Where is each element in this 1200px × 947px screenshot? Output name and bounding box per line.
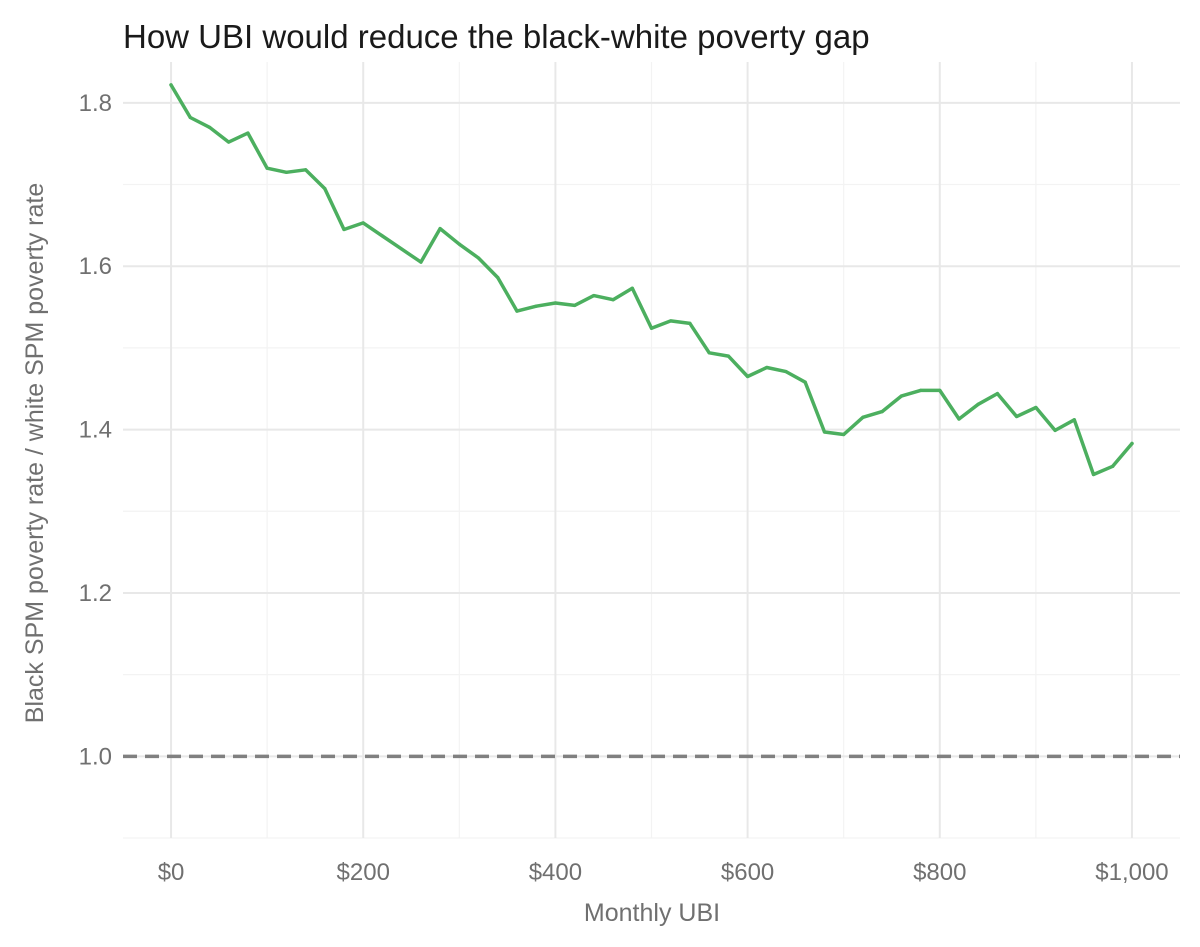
data-point <box>553 301 558 305</box>
y-tick-label: 1.4 <box>79 417 112 444</box>
data-point <box>573 303 577 308</box>
grid-major <box>123 62 1180 838</box>
data-point <box>861 415 865 419</box>
x-tick-labels: $0 $200 $400 $600 $800 $1,000 <box>158 859 1169 886</box>
y-tick-label: 1.2 <box>79 580 112 607</box>
x-tick-label: $1,000 <box>1095 859 1168 886</box>
data-point <box>649 326 654 330</box>
y-tick-label: 1.8 <box>79 90 112 117</box>
data-point <box>342 227 346 232</box>
data-point <box>1015 414 1019 419</box>
data-point <box>938 388 942 392</box>
data-point <box>1072 418 1076 422</box>
data-point <box>1034 405 1038 410</box>
data-point <box>803 380 807 384</box>
data-point <box>1111 464 1115 468</box>
data-point <box>246 131 250 135</box>
x-axis-title: Monthly UBI <box>584 899 720 927</box>
data-point <box>995 392 1000 396</box>
data-point <box>380 234 385 238</box>
data-point <box>976 402 980 406</box>
data-point <box>227 140 231 144</box>
data-point <box>918 388 923 392</box>
y-tick-labels: 1.0 1.2 1.4 1.6 1.8 <box>79 90 112 770</box>
data-point <box>303 168 308 172</box>
x-tick-label: $200 <box>337 859 390 886</box>
data-point <box>323 187 327 191</box>
x-tick-label: $400 <box>529 859 582 886</box>
grid-minor <box>123 62 1180 839</box>
data-point <box>476 256 481 260</box>
data-point <box>265 166 269 170</box>
x-tick-label: $800 <box>913 859 966 886</box>
data-point <box>669 319 673 323</box>
data-point <box>784 369 788 374</box>
series-layer <box>169 83 1134 477</box>
data-point <box>400 247 404 251</box>
data-point <box>688 321 692 325</box>
data-point <box>611 298 615 302</box>
data-point <box>496 276 500 280</box>
data-point <box>438 227 442 231</box>
data-point <box>1130 441 1134 446</box>
data-point <box>188 115 192 120</box>
data-point <box>284 170 288 174</box>
data-point <box>880 410 884 414</box>
data-point <box>842 432 846 437</box>
data-point <box>707 351 711 355</box>
data-point <box>361 221 365 225</box>
data-point <box>592 294 596 298</box>
data-point <box>515 309 519 313</box>
data-point <box>726 354 730 358</box>
x-tick-label: $0 <box>158 859 185 886</box>
y-tick-label: 1.6 <box>79 253 112 280</box>
data-point <box>745 374 750 379</box>
data-point <box>765 365 769 370</box>
data-point <box>822 430 827 434</box>
y-axis-title: Black SPM poverty rate / white SPM pover… <box>21 183 49 723</box>
data-point <box>1053 428 1057 432</box>
data-point <box>207 125 212 129</box>
data-point <box>1091 472 1096 477</box>
data-point <box>899 394 903 398</box>
data-point <box>957 417 961 421</box>
data-point <box>169 83 173 87</box>
y-tick-label: 1.0 <box>79 743 112 770</box>
data-point <box>457 242 461 246</box>
data-point <box>630 286 634 290</box>
data-point <box>534 304 538 308</box>
chart-title: How UBI would reduce the black-white pov… <box>123 18 870 55</box>
data-point <box>419 260 423 264</box>
x-tick-label: $600 <box>721 859 774 886</box>
